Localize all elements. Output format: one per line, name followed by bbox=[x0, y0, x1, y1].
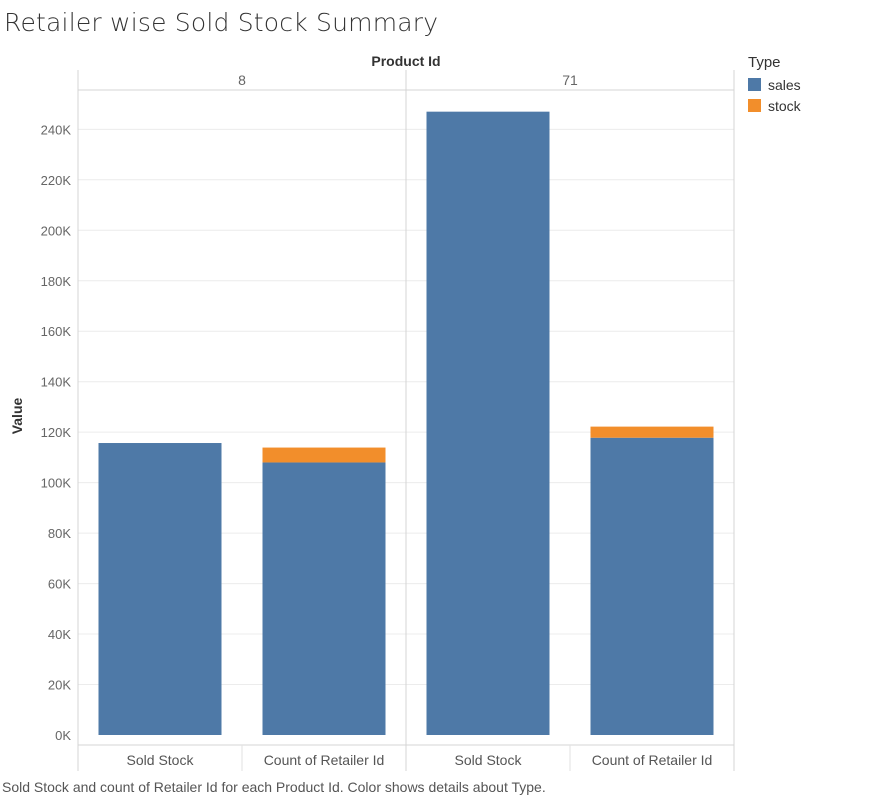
y-tick-label: 240K bbox=[41, 122, 72, 137]
legend-label-sales: sales bbox=[768, 76, 801, 93]
legend-swatch-stock bbox=[748, 99, 761, 112]
x-tick-label: Count of Retailer Id bbox=[592, 752, 713, 768]
panel-label: 71 bbox=[562, 72, 578, 88]
bar-sales bbox=[98, 443, 222, 735]
legend-title: Type bbox=[748, 54, 781, 71]
y-tick-label: 120K bbox=[41, 425, 72, 440]
x-tick-label: Sold Stock bbox=[127, 752, 195, 768]
bar-stock bbox=[590, 426, 714, 438]
x-tick-label: Count of Retailer Id bbox=[264, 752, 385, 768]
y-tick-label: 220K bbox=[41, 173, 72, 188]
bar-sales bbox=[426, 111, 550, 736]
y-tick-label: 20K bbox=[48, 678, 71, 693]
column-header: Product Id bbox=[371, 53, 440, 69]
legend-item-sales[interactable]: sales bbox=[748, 74, 801, 95]
chart-caption: Sold Stock and count of Retailer Id for … bbox=[2, 779, 546, 795]
y-tick-label: 180K bbox=[41, 274, 72, 289]
panel-label: 8 bbox=[238, 72, 246, 88]
legend-swatch-sales bbox=[748, 78, 761, 91]
legend: Type sales stock bbox=[748, 54, 801, 116]
bar-stock bbox=[262, 447, 386, 463]
y-tick-label: 40K bbox=[48, 627, 71, 642]
bar-sales bbox=[262, 462, 386, 735]
x-tick-label: Sold Stock bbox=[455, 752, 523, 768]
y-tick-label: 100K bbox=[41, 476, 72, 491]
bar-sales bbox=[590, 437, 714, 735]
y-tick-label: 80K bbox=[48, 526, 71, 541]
y-tick-label: 160K bbox=[41, 324, 72, 339]
y-tick-label: 140K bbox=[41, 375, 72, 390]
chart-title: Retailer wise Sold Stock Summary bbox=[4, 8, 439, 37]
y-tick-label: 200K bbox=[41, 223, 72, 238]
legend-item-stock[interactable]: stock bbox=[748, 95, 801, 116]
legend-label-stock: stock bbox=[768, 97, 801, 114]
y-tick-label: 0K bbox=[55, 728, 71, 743]
y-axis-label: Value bbox=[9, 398, 25, 435]
y-tick-label: 60K bbox=[48, 577, 71, 592]
